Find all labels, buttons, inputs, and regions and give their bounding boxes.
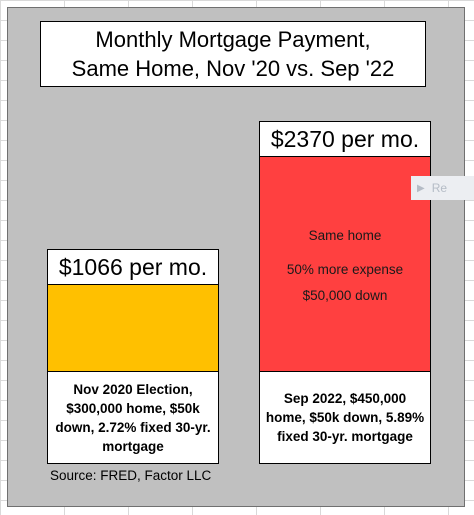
annotation-same-home: Same home [308, 228, 382, 243]
bar-sep-2022 [259, 156, 431, 372]
annotation-down-payment: $50,000 down [302, 288, 388, 303]
bar-value-label-nov-2020: $1066 per mo. [47, 249, 219, 285]
bar-value-label-sep-2022: $2370 per mo. [259, 121, 431, 157]
chart-title: Monthly Mortgage Payment, Same Home, Nov… [71, 27, 395, 81]
bar-caption-sep-2022: Sep 2022, $450,000 home, $50k down, 5.89… [259, 371, 431, 464]
bar-caption-nov-2020: Nov 2020 Election, $300,000 home, $50k d… [47, 371, 219, 464]
annotation-more-expense: 50% more expense [286, 262, 404, 277]
source-note: Source: FRED, Factor LLC [50, 468, 212, 483]
bar-nov-2020 [47, 284, 219, 372]
faded-overlay-button[interactable]: ▶ Re [411, 176, 474, 200]
overlay-label: Re [431, 181, 448, 195]
play-icon: ▶ [417, 182, 425, 194]
chart-title-box: Monthly Mortgage Payment, Same Home, Nov… [40, 21, 426, 87]
